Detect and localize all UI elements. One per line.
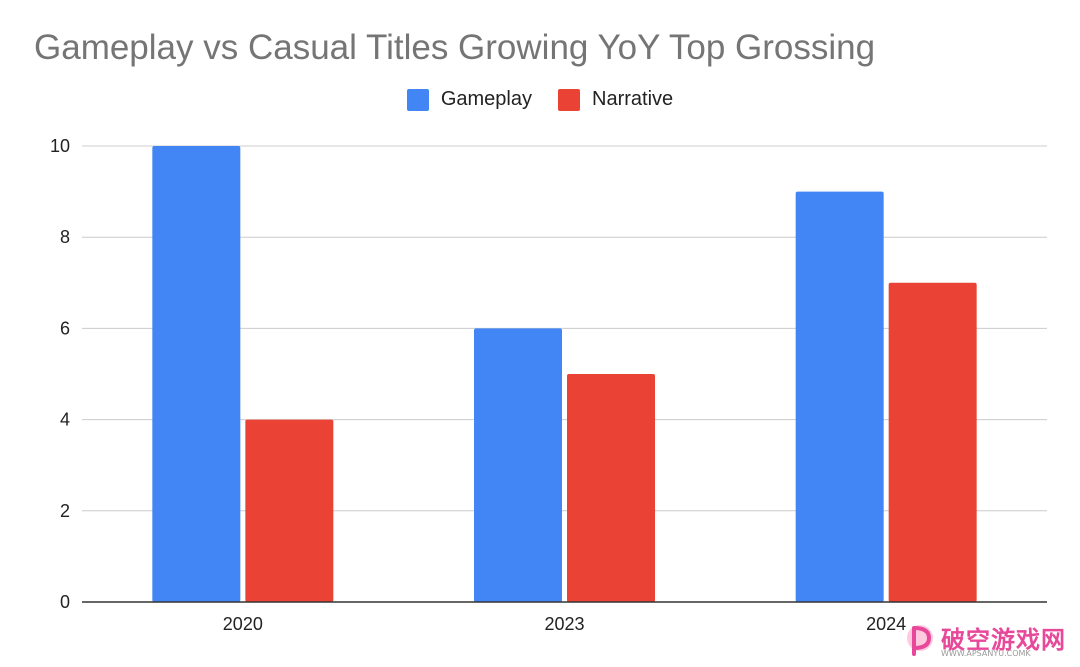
watermark-text: 破空游戏网 xyxy=(941,626,1066,654)
bar-gameplay-2024 xyxy=(795,191,884,602)
watermark-subtext: WWW.APSANYU.COMK xyxy=(941,649,1031,658)
watermark: 破空游戏网 WWW.APSANYU.COMK xyxy=(903,620,1073,662)
legend-item-series-2[interactable]: Narrative xyxy=(558,88,673,111)
y-tick-label: 6 xyxy=(60,318,70,338)
legend-swatch-series-2 xyxy=(558,88,580,111)
chart-legend: Gameplay Narrative xyxy=(0,88,1080,111)
legend-item-series-1[interactable]: Gameplay xyxy=(406,88,532,111)
x-tick-label: 2024 xyxy=(866,614,906,634)
bar-gameplay-2020 xyxy=(152,146,241,602)
chart-title: Gameplay vs Casual Titles Growing YoY To… xyxy=(34,28,876,67)
bar-gameplay-2023 xyxy=(474,328,562,602)
x-tick-label: 2023 xyxy=(544,614,584,634)
watermark-logo-icon xyxy=(907,625,933,656)
y-tick-label: 8 xyxy=(60,227,70,247)
legend-swatch-series-1 xyxy=(406,88,429,111)
bar-narrative-2024 xyxy=(888,282,977,602)
y-tick-label: 10 xyxy=(50,136,70,156)
y-tick-label: 4 xyxy=(60,410,70,430)
legend-label-series-1: Gameplay xyxy=(440,88,532,110)
y-tick-label: 2 xyxy=(60,501,70,521)
bar-narrative-2020 xyxy=(245,419,334,602)
x-tick-label: 2020 xyxy=(223,614,263,634)
legend-label-series-2: Narrative xyxy=(592,88,674,110)
y-tick-label: 0 xyxy=(60,592,70,612)
bar-narrative-2023 xyxy=(567,374,655,602)
